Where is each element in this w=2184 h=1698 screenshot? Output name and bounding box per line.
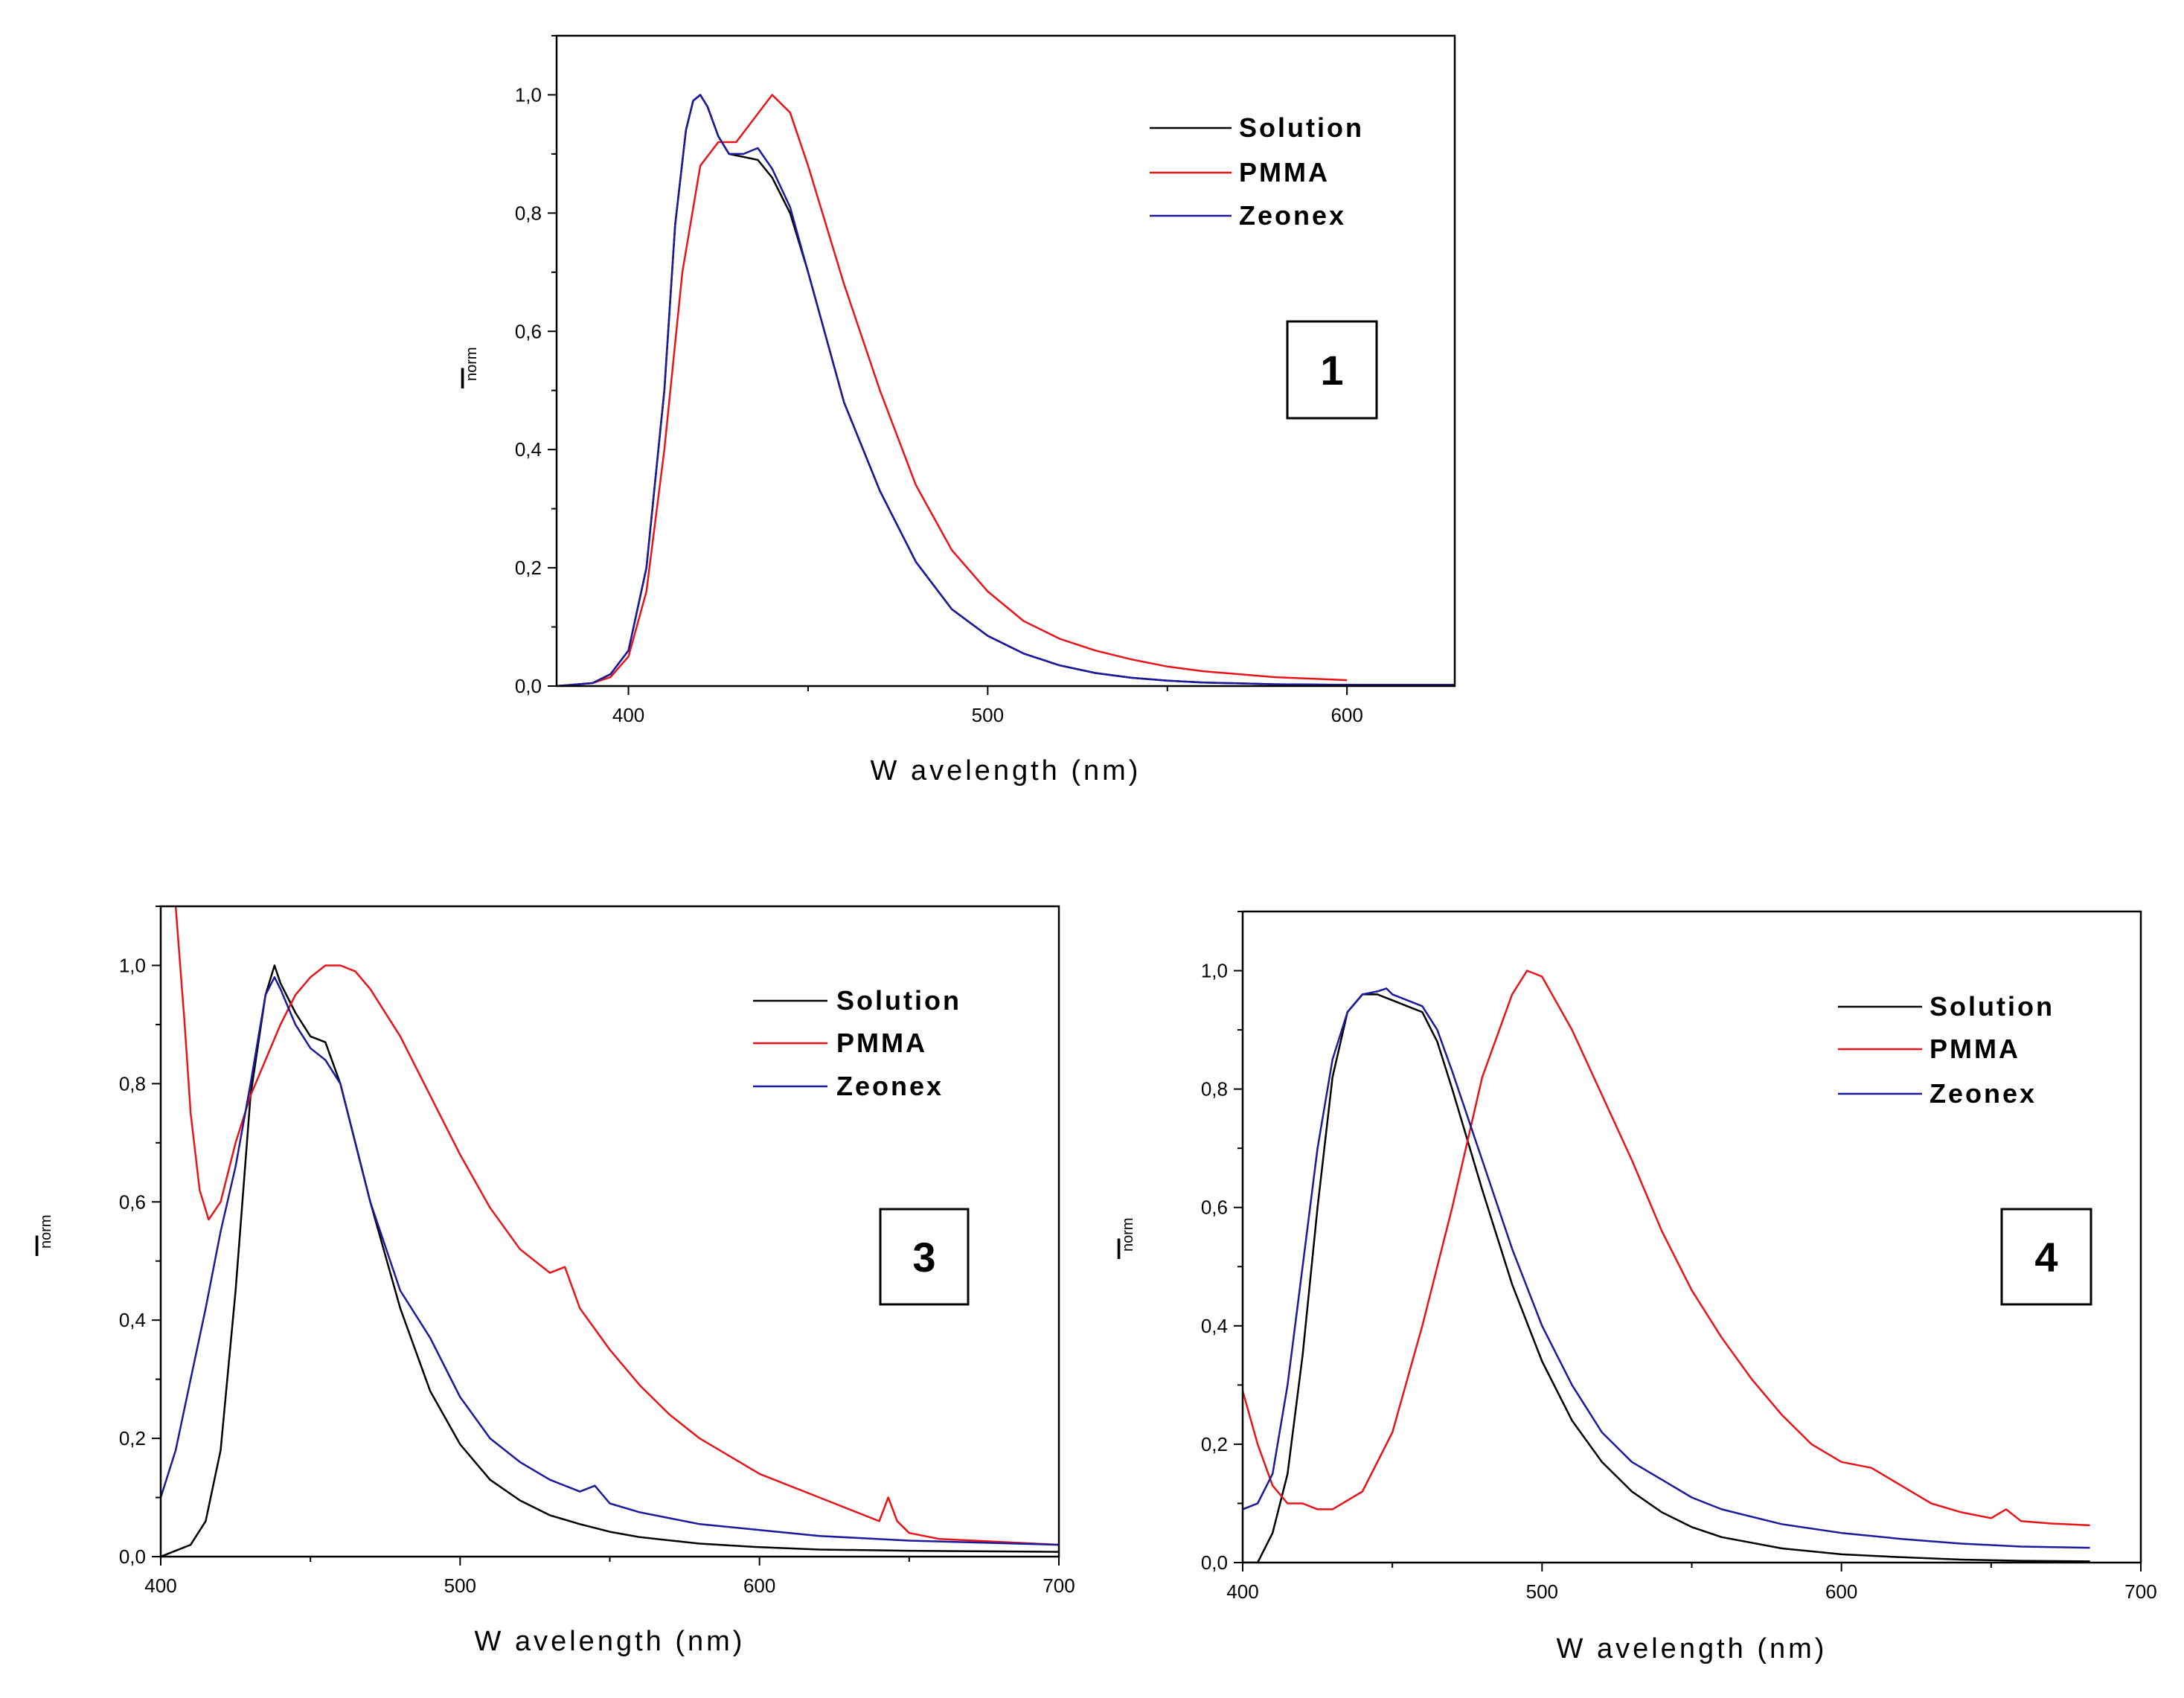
chart-panel-4: 400 500 600 700 0,0 0,2 0,4 0,6 0,8 1,0 W avelengt…: [1115, 910, 2157, 1665]
legend-label-zeonex: Zeonex: [836, 1071, 944, 1101]
legend-label-pmma: PMMA: [836, 1028, 927, 1058]
x-tick-label: 700: [1043, 1574, 1075, 1597]
plot-frame: [159, 905, 1060, 1558]
series-line-solution: [161, 964, 1059, 1557]
y-tick-label: 0,8: [1201, 1078, 1228, 1101]
y-tick-label: 0,8: [119, 1072, 146, 1095]
panel-number: 4: [2034, 1234, 2057, 1281]
y-tick-label: 1,0: [119, 954, 146, 976]
x-tick-label: 600: [1825, 1580, 1857, 1603]
x-tick-label: 500: [972, 704, 1004, 726]
x-tick-label: 700: [2124, 1580, 2156, 1603]
y-tick-label: 0,0: [1201, 1551, 1228, 1574]
y-axis-label-sub: norm: [38, 1214, 54, 1249]
y-tick-label: 0,6: [1201, 1196, 1228, 1219]
legend-label-pmma: PMMA: [1239, 157, 1330, 188]
y-axis-label: I: [458, 362, 467, 395]
chart-panel-3: 400 500 600 700 0,0 0,2 0,4 0,6 0,8 1,0 W avelengt…: [33, 905, 1075, 1657]
series-line-zeonex: [557, 94, 1455, 686]
legend-label-zeonex: Zeonex: [1930, 1078, 2037, 1109]
x-axis-label: W avelength (nm): [475, 1626, 746, 1657]
y-axis-label: I: [33, 1230, 41, 1263]
series-line-pmma: [1243, 970, 2090, 1527]
y-tick-label: 0,0: [515, 675, 542, 697]
panel-number: 3: [912, 1234, 935, 1281]
x-axis-label: W avelength (nm): [871, 755, 1141, 786]
y-tick-label: 0,6: [119, 1191, 146, 1213]
y-tick-label: 0,2: [1201, 1433, 1228, 1455]
y-axis-label: I: [1115, 1233, 1123, 1266]
panel-number-box: [879, 1208, 970, 1306]
panel-number-box: [2000, 1208, 2092, 1306]
x-tick-label: 400: [144, 1574, 176, 1597]
plot-frame: [1241, 910, 2142, 1564]
x-tick-label: 400: [1226, 1580, 1258, 1603]
y-tick-label: 0,2: [119, 1427, 146, 1449]
x-axis-label: W avelength (nm): [1557, 1633, 1828, 1665]
y-axis-label-sub: norm: [464, 347, 480, 381]
series-line-pmma: [174, 906, 1059, 1546]
y-tick-label: 0,4: [515, 438, 542, 461]
series-line-zeonex: [161, 976, 1059, 1546]
chart-panel-1: 400 500 600 0,0 0,2 0,4 0,6 0,8 1,0 W avelength (…: [458, 34, 1456, 786]
plot-frame: [555, 34, 1456, 688]
legend-label-solution: Solution: [1930, 991, 2055, 1022]
series-line-pmma: [557, 94, 1348, 686]
series-line-zeonex: [1243, 987, 2090, 1549]
panel-number: 1: [1320, 347, 1343, 394]
y-tick-label: 0,2: [515, 557, 542, 579]
y-tick-label: 0,0: [119, 1545, 146, 1568]
y-tick-label: 1,0: [515, 83, 542, 106]
legend-label-solution: Solution: [1239, 112, 1364, 143]
legend-label-pmma: PMMA: [1930, 1034, 2020, 1064]
x-tick-label: 600: [1330, 704, 1362, 726]
y-axis-label-sub: norm: [1120, 1217, 1136, 1252]
legend-label-solution: Solution: [836, 985, 961, 1016]
y-tick-label: 0,8: [515, 202, 542, 224]
x-tick-label: 600: [743, 1574, 775, 1597]
panel-number-box: [1286, 320, 1378, 420]
y-tick-label: 0,4: [1201, 1315, 1228, 1337]
x-tick-label: 400: [612, 704, 644, 726]
y-tick-label: 1,0: [1201, 960, 1228, 982]
y-tick-label: 0,6: [515, 320, 542, 342]
y-tick-label: 0,4: [119, 1309, 146, 1331]
x-tick-label: 500: [1526, 1580, 1558, 1603]
x-tick-label: 500: [444, 1574, 476, 1597]
legend-label-zeonex: Zeonex: [1239, 200, 1346, 231]
